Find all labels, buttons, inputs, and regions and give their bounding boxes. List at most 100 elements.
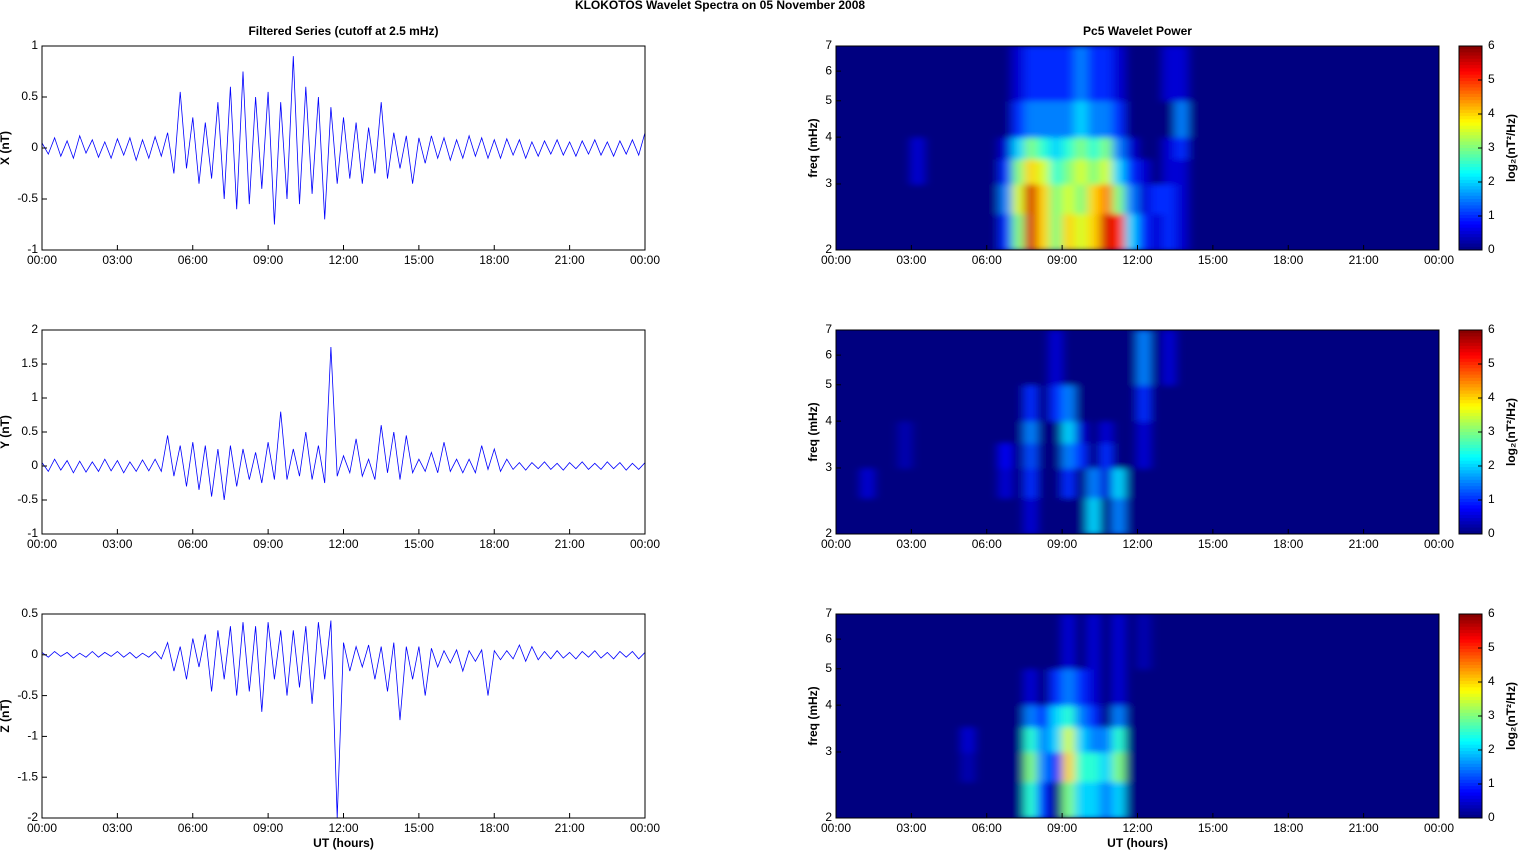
heatmap-cell [986,46,1000,102]
heatmap-cell [873,751,887,783]
heatmap-cell [1426,726,1439,753]
y-tick-label: -2 [27,810,38,824]
colorbar-swatch [1459,454,1482,458]
heatmap-cell [1062,330,1076,386]
heatmap-cell [836,384,850,422]
colorbar-swatch [1459,97,1482,101]
heatmap-cell [986,614,1000,670]
heatmap-cell [1363,726,1377,753]
heatmap-cell [848,467,862,499]
heatmap-cell [1401,726,1415,753]
heatmap-cell [1401,384,1415,422]
heatmap-cell [1024,100,1038,138]
heatmap-cell [1049,781,1063,818]
heatmap-cell [1200,781,1214,818]
heatmap-cell [1351,330,1365,386]
heatmap-cell [873,213,887,250]
heatmap-cell [1351,751,1365,783]
y-axis-label: Z (nT) [0,699,12,732]
heatmap-cell [1099,668,1113,706]
heatmap-cell [1200,137,1214,160]
heatmap-cell [1137,137,1151,160]
colorbar-swatch [1459,617,1482,621]
heatmap-cell [1062,497,1076,534]
heatmap-cell [1238,781,1252,818]
y-tick-label: 7 [825,606,832,620]
heatmap-cell [1250,705,1264,728]
heatmap-cell [1112,442,1126,469]
colorbar-swatch [1459,668,1482,672]
heatmap-cell [911,213,925,250]
heatmap-cell [1300,442,1314,469]
heatmap-cell [1300,497,1314,534]
heatmap-cell [1011,213,1026,250]
heatmap-cell [974,705,988,728]
heatmap-cell [848,158,862,185]
heatmap-cell [836,751,850,783]
heatmap-cell [1124,158,1139,185]
heatmap-cell [1099,46,1113,102]
colorbar-swatch [1459,530,1482,535]
colorbar-swatch [1459,722,1482,727]
heatmap-cell [1175,668,1189,706]
heatmap-cell [923,668,938,706]
heatmap-cell [1124,183,1139,215]
heatmap-cell [986,442,1000,469]
heatmap-cell [1087,668,1101,706]
heatmap-cell [1388,726,1402,753]
colorbar-swatch [1459,55,1482,60]
y-tick-label: -0.5 [17,191,38,205]
heatmap-cell [1363,46,1377,102]
heatmap-cell [1162,421,1176,444]
heatmap-cell [1401,668,1415,706]
heatmap-cell [1363,781,1377,818]
heatmap-cell [1263,705,1277,728]
heatmap-cell [1099,183,1113,215]
heatmap-cell [1388,137,1402,160]
colorbar-swatch [1459,77,1482,82]
heatmap-cell [923,497,938,534]
heatmap-cell [999,497,1013,534]
y-tick-label: -0.5 [17,492,38,506]
colorbar-swatch [1459,744,1482,749]
x-tick-label: 03:00 [896,821,926,835]
heatmap-cell [1049,751,1063,783]
x-tick-label: 03:00 [102,537,132,551]
heatmap-cell [949,781,963,818]
colorbar-swatch [1459,138,1482,143]
heatmap-cell [1112,668,1126,706]
colorbar-swatch [1459,205,1482,210]
heatmap-cell [1049,467,1063,499]
heatmap-cell [961,726,975,753]
heatmap-cell [961,497,975,534]
colorbar-swatch [1459,148,1482,152]
heatmap-cell [1049,100,1063,138]
heatmap-cell [911,421,925,444]
heatmap-cell [836,158,850,185]
heatmap-cell [873,330,887,386]
colorbar-swatch [1459,195,1482,200]
heatmap-cell [911,137,925,160]
heatmap-cell [986,726,1000,753]
x-tick-label: 12:00 [1122,821,1152,835]
heatmap-cell [836,726,850,753]
heatmap-cell [936,668,950,706]
colorbar-swatch [1459,684,1482,688]
heatmap-cell [1351,705,1365,728]
heatmap-cell [1413,668,1428,706]
y-tick-label: 6 [825,347,832,361]
heatmap-cell [898,467,912,499]
heatmap-cell [1351,442,1365,469]
colorbar-swatch [1459,116,1482,120]
heatmap-cell [1087,751,1101,783]
heatmap-cell [1062,384,1076,422]
colorbar-swatch [1459,103,1482,108]
heatmap-cell [1175,137,1189,160]
heatmap-cell [1187,751,1201,783]
heatmap-cell [1376,421,1390,444]
heatmap-cell [1162,442,1176,469]
heatmap-cell [873,705,887,728]
heatmap-cell [1376,781,1390,818]
colorbar-swatch [1459,355,1482,360]
heatmap-cell [1313,614,1327,670]
